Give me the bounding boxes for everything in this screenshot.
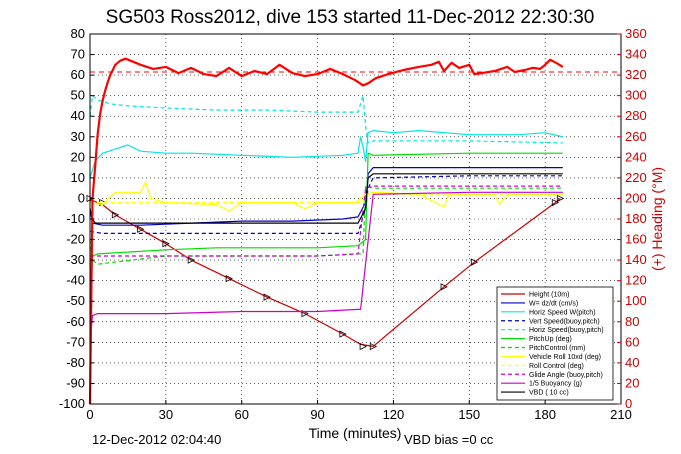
y-right-tick-label: 120 <box>625 273 647 288</box>
y-tick-label: 0 <box>78 190 85 205</box>
y-right-tick-label: 320 <box>625 67 647 82</box>
height-marker <box>225 274 233 283</box>
y-right-tick-label: 220 <box>625 170 647 185</box>
y-right-tick-label: 0 <box>625 396 632 411</box>
y-tick-label: 60 <box>71 67 85 82</box>
x-tick-label: 30 <box>159 407 173 422</box>
legend-label: Horiz Speed W(pitch) <box>529 309 596 316</box>
y-tick-label: -30 <box>66 252 85 267</box>
y-right-tick-label: 60 <box>625 334 639 349</box>
y-right-tick-label: 180 <box>625 211 647 226</box>
legend-label: W= dz/dt (cm/s) <box>529 300 578 307</box>
legend-label: Height (10m) <box>529 292 569 299</box>
legend-label: Vert Speed(buoy,pitch) <box>529 318 600 325</box>
y-tick-label: 80 <box>71 26 85 41</box>
y-right-tick-label: 300 <box>625 88 647 103</box>
series-vehicle-roll-10xd-deg <box>89 181 563 212</box>
y-right-tick-label: 40 <box>625 355 639 370</box>
y-tick-label: -50 <box>66 293 85 308</box>
y-tick-label: -20 <box>66 232 85 247</box>
series-roll-control-deg <box>90 193 563 204</box>
height-marker <box>359 342 367 351</box>
legend-box <box>496 286 614 401</box>
y-ticks-left: -100-90-80-70-60-50-40-30-20-10010203040… <box>59 26 94 411</box>
x-tick-label: 210 <box>610 407 632 422</box>
data-series <box>86 57 621 405</box>
y-tick-label: 10 <box>71 170 85 185</box>
chart-title: SG503 Ross2012, dive 153 started 11-Dec-… <box>106 7 595 28</box>
y-axis-right-label: (+) Heading (°M) <box>649 167 665 271</box>
series-vbd-10-cc <box>89 173 563 224</box>
height-marker <box>263 293 271 301</box>
legend-label: Glide Angle (buoy,pitch) <box>529 372 603 379</box>
height-marker <box>470 258 479 266</box>
legend-label: PitchControl (mm) <box>529 345 585 352</box>
legend-label: 1/5 Buoyancy (g) <box>529 381 582 388</box>
y-right-tick-label: 80 <box>625 314 639 329</box>
y-ticks-right: 0 20 40 60 80 100 120 140 160 180 200 220 240 260 280 3… <box>617 26 647 411</box>
y-tick-label: 30 <box>71 129 85 144</box>
y-right-tick-label: 280 <box>625 108 647 123</box>
y-right-tick-label: 260 <box>625 129 647 144</box>
x-tick-label: 150 <box>458 407 480 422</box>
height-marker <box>187 256 196 264</box>
x-ticks: 0 30 60 90 120 150 180 210 <box>86 400 632 422</box>
y-right-tick-label: 340 <box>625 47 647 62</box>
height-marker <box>369 342 378 351</box>
y-right-tick-label: 100 <box>625 293 647 308</box>
x-axis-label: Time (minutes) <box>309 425 402 441</box>
x-tick-label: 0 <box>86 407 93 422</box>
legend-label: VBD ( 10 cc) <box>529 390 569 397</box>
y-tick-label: -90 <box>66 375 85 390</box>
x-tick-label: 60 <box>234 407 248 422</box>
series-horiz-speed-w-pitch <box>89 130 563 179</box>
height-marker <box>339 330 347 338</box>
series-w-dz-dt-cm-s <box>89 167 563 226</box>
y-right-tick-label: 140 <box>625 252 647 267</box>
y-right-tick-label: 360 <box>625 26 647 41</box>
height-marker <box>111 211 120 219</box>
series-pitchcontrol-mm <box>89 185 563 265</box>
series-horiz-speed-buoy-pitch <box>89 95 563 144</box>
y-tick-label: -40 <box>66 273 85 288</box>
height-marker <box>440 283 448 291</box>
height-marker <box>137 225 145 233</box>
legend: Height (10m)W= dz/dt (cm/s) Horiz Speed W… <box>496 286 614 401</box>
footer-timestamp: 12-Dec-2012 02:04:40 <box>92 432 221 447</box>
y-tick-label: -60 <box>66 314 85 329</box>
series-heading <box>88 57 564 405</box>
legend-label: Horiz Speed(buoy,pitch) <box>529 327 604 334</box>
y-tick-label: -10 <box>66 211 85 226</box>
y-tick-label: 40 <box>71 108 85 123</box>
height-marker <box>556 194 565 203</box>
height-marker <box>162 240 170 248</box>
series-1-5-buoyancy-g <box>89 191 563 343</box>
y-right-tick-label: 240 <box>625 149 647 164</box>
footer-vbd-bias: VBD bias =0 cc <box>404 432 494 447</box>
legend-label: Vehicle Roll 10xd (deg) <box>529 354 601 361</box>
y-right-tick-label: 160 <box>625 232 647 247</box>
y-tick-label: 20 <box>71 149 85 164</box>
y-tick-label: 50 <box>71 88 85 103</box>
y-tick-label: -70 <box>66 334 85 349</box>
y-right-tick-label: 20 <box>625 375 639 390</box>
series-height-10m <box>90 197 561 347</box>
height-marker <box>551 198 560 207</box>
x-tick-label: 180 <box>534 407 556 422</box>
y-right-tick-label: 200 <box>625 190 647 205</box>
x-tick-label: 90 <box>310 407 324 422</box>
y-tick-label: 70 <box>71 47 85 62</box>
series-vert-speed-buoy-pitch <box>89 175 563 234</box>
y-tick-label: -80 <box>66 355 85 370</box>
legend-label: PitchUp (deg) <box>529 336 572 343</box>
legend-label: Roll Control (deg) <box>529 363 584 370</box>
x-tick-label: 120 <box>383 407 405 422</box>
y-tick-label: -100 <box>59 396 85 411</box>
series-glide-angle-buoy-pitch <box>90 185 563 257</box>
